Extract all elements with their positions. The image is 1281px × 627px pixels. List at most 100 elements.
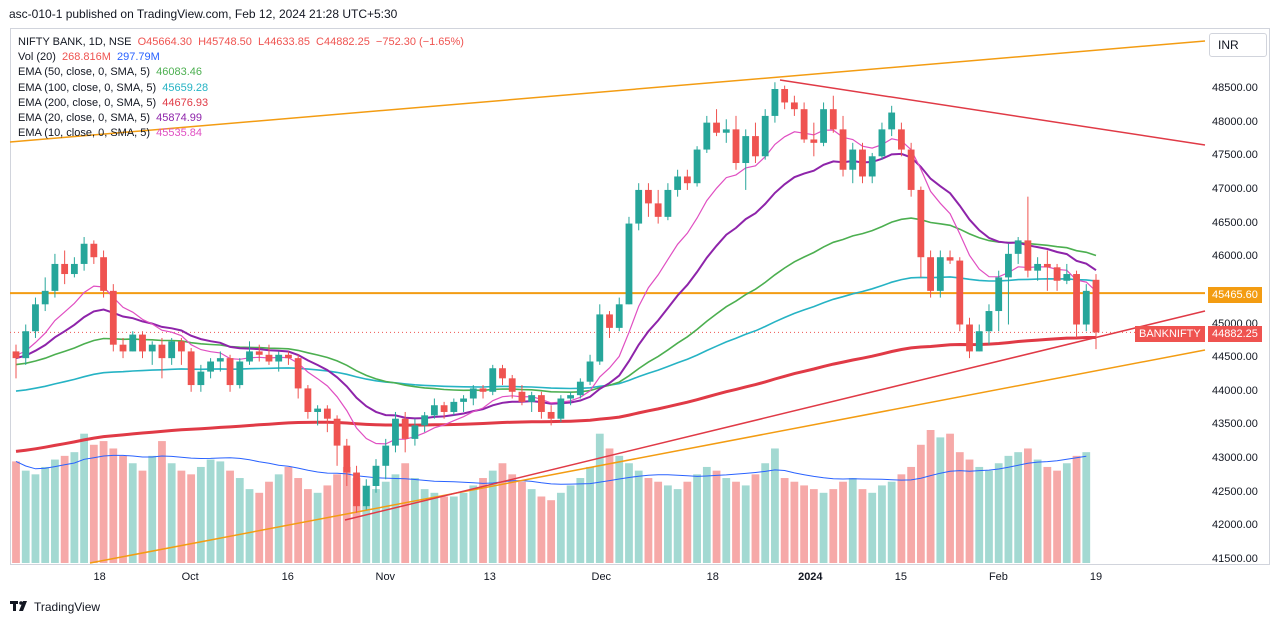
candle-body — [1092, 279, 1100, 333]
candle-body — [421, 415, 429, 426]
volume-bar — [80, 433, 88, 563]
chart-frame — [10, 28, 1270, 565]
volume-bar — [1014, 452, 1023, 563]
volume-bar — [294, 478, 303, 563]
volume-bar — [654, 481, 663, 563]
candle-body — [148, 344, 156, 352]
candle-body — [829, 109, 837, 130]
candle-body — [868, 156, 876, 177]
legend-ema10-value: 45535.84 — [156, 127, 203, 140]
volume-bar — [498, 463, 507, 563]
volume-bar — [187, 474, 196, 563]
candle-body — [178, 341, 185, 352]
candle-body — [304, 388, 312, 412]
tradingview-logo-icon[interactable] — [10, 601, 30, 613]
legend-symbol-row[interactable]: NIFTY BANK, 1D, NSE O45664.30 H45748.50 … — [18, 35, 464, 50]
legend-open: O45664.30 — [137, 36, 192, 48]
candle-body — [839, 129, 847, 170]
candle-body — [518, 391, 526, 402]
volume-bar — [693, 474, 701, 563]
legend-ema50-row[interactable]: EMA (50, close, 0, SMA, 5) 46083.46 — [18, 65, 464, 80]
volume-bar — [128, 463, 137, 563]
volume-bar — [148, 455, 157, 563]
volume-bar — [780, 478, 789, 563]
ema10-line — [15, 129, 1097, 445]
volume-bar — [1082, 452, 1091, 563]
price-tick-label: 48000.00 — [1212, 115, 1258, 128]
candle-body — [275, 354, 283, 362]
volume-bar — [420, 489, 429, 563]
volume-bar — [449, 496, 458, 563]
price-tick-label: 46000.00 — [1212, 250, 1258, 263]
volume-bar — [12, 461, 20, 563]
candle-body — [314, 408, 322, 412]
legend-low: L44633.85 — [257, 36, 310, 48]
volume-bar — [790, 481, 799, 563]
volume-bar — [595, 433, 604, 563]
volume-bar — [537, 496, 546, 563]
volume-bar — [741, 485, 750, 563]
last-price-tag: 44882.25 — [1208, 326, 1262, 342]
legend-ema20-row[interactable]: EMA (20, close, 0, SMA, 5) 45874.99 — [18, 111, 464, 126]
candle-body — [927, 257, 934, 291]
legend-ema200-row[interactable]: EMA (200, close, 0, SMA, 5) 44676.93 — [18, 96, 464, 111]
legend-vol-row[interactable]: Vol (20) 268.816M 297.79M — [18, 50, 464, 65]
volume-bar — [1043, 466, 1052, 563]
price-tick-label: 48500.00 — [1212, 82, 1258, 94]
footer-brand[interactable]: TradingView — [34, 600, 101, 614]
candle-body — [1024, 240, 1032, 271]
candle-body — [635, 189, 643, 224]
volume-bar — [858, 489, 867, 563]
legend-change: −752.30 (−1.65%) — [375, 36, 464, 48]
candle-body — [323, 408, 331, 419]
volume-bar — [313, 492, 322, 563]
candle-body — [752, 136, 759, 157]
volume-bar — [644, 478, 653, 563]
volume-bar — [576, 478, 585, 563]
candle-body — [70, 263, 78, 275]
candle-body — [664, 189, 672, 217]
volume-bar — [946, 433, 954, 563]
volume-bar — [362, 485, 371, 563]
legend-ema100-row[interactable]: EMA (100, close, 0, SMA, 5) 45659.28 — [18, 81, 464, 96]
volume-bar — [1033, 459, 1042, 563]
candle-body — [683, 176, 691, 184]
candle-body — [985, 311, 993, 332]
candle-body — [32, 304, 39, 332]
candle-body — [800, 109, 808, 140]
legend-close: C44882.25 — [316, 36, 370, 48]
time-tick-label: Feb — [988, 571, 1008, 583]
candle-body — [547, 411, 555, 419]
candle-body — [878, 129, 886, 157]
currency-label: INR — [1218, 38, 1239, 52]
volume-bar — [391, 474, 400, 563]
legend-vol-label: Vol (20) — [18, 51, 56, 64]
price-tick-label: 43500.00 — [1212, 418, 1258, 431]
candle-body — [1082, 290, 1090, 325]
price-tick-label: 42500.00 — [1212, 485, 1258, 498]
time-tick-label: 2024 — [798, 571, 823, 583]
volume-bar — [868, 492, 877, 563]
price-tick-label: 47000.00 — [1212, 182, 1258, 195]
price-tick-label: 43000.00 — [1212, 452, 1258, 465]
currency-selector[interactable]: INR — [1209, 33, 1267, 57]
volume-bar — [839, 481, 847, 563]
volume-bar — [138, 470, 147, 563]
candle-body — [440, 405, 448, 412]
volume-bar — [878, 485, 886, 563]
candle-body — [761, 115, 769, 157]
volume-bar — [985, 470, 993, 563]
volume-bar — [712, 470, 721, 563]
candle-body — [12, 351, 20, 359]
volume-bar — [586, 466, 594, 563]
volume-bar — [975, 466, 984, 563]
price-tick-label: 44500.00 — [1212, 351, 1258, 364]
volume-bar — [216, 461, 225, 563]
candle-body — [713, 122, 720, 133]
volume-bar — [1072, 455, 1081, 563]
price-tick-label: 44000.00 — [1212, 384, 1258, 397]
legend-ema10-row[interactable]: EMA (10, close, 0, SMA, 5) 45535.84 — [18, 126, 464, 141]
candle-body — [207, 361, 214, 372]
volume-bar — [245, 489, 254, 563]
